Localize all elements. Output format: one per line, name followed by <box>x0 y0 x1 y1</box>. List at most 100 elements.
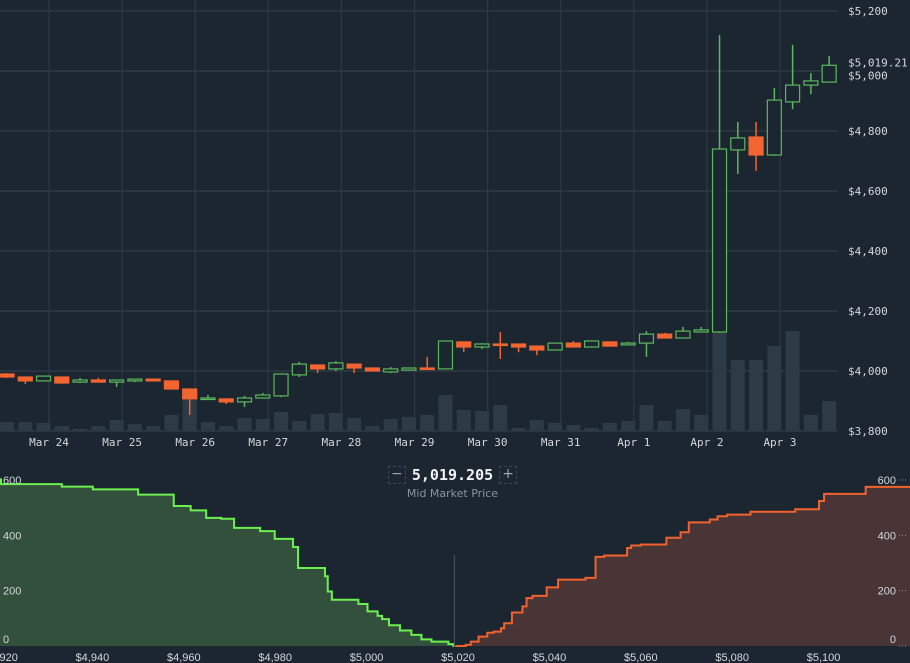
candle-up <box>620 342 636 346</box>
volume-bar <box>18 422 33 431</box>
depth-price-tick-label: $5,000 <box>350 652 384 663</box>
candle-down <box>529 345 545 351</box>
candle-up <box>200 397 216 401</box>
candle-up <box>711 148 728 333</box>
depth-size-tick-label-left: 400 <box>3 530 21 542</box>
candle-down <box>0 373 15 378</box>
volume-bar <box>657 421 672 431</box>
volume-bar <box>401 417 416 431</box>
depth-size-tick-label-right: 200 <box>878 586 896 598</box>
price-tick-label: $4,200 <box>848 305 888 318</box>
last-price-label: $5,019.21 <box>848 56 908 69</box>
date-tick-label: Apr 2 <box>690 436 723 449</box>
depth-price-tick-label: $5,060 <box>624 652 658 663</box>
candle-up <box>72 379 88 383</box>
candle-down <box>419 367 435 371</box>
volume-bar <box>420 415 435 431</box>
volume-bar <box>0 422 14 431</box>
date-tick-label: Mar 31 <box>541 436 581 449</box>
candle-down <box>218 398 234 403</box>
volume-bar <box>127 424 142 431</box>
candle-down <box>163 380 180 390</box>
volume-bar <box>292 421 307 431</box>
depth-price-tick-label: $5,080 <box>715 652 749 663</box>
candle-down <box>17 376 33 382</box>
depth-size-tick-label-right: 400 <box>878 530 896 542</box>
mid-market-price-panel: − 5,019.205 + Mid Market Price <box>380 466 525 500</box>
volume-bar <box>182 400 197 431</box>
candle-up <box>785 84 801 103</box>
candle-up <box>35 375 52 382</box>
depth-price-tick-label: $5,040 <box>533 652 567 663</box>
candle-up <box>675 330 691 339</box>
date-tick-label: Mar 29 <box>395 436 435 449</box>
price-tick-label: $5,200 <box>848 5 888 18</box>
volume-bar <box>200 422 215 431</box>
candle-up <box>127 378 143 382</box>
zoom-in-button[interactable]: + <box>499 466 518 484</box>
depth-price-tick-label: $4,920 <box>0 652 18 663</box>
mid-market-price-label: Mid Market Price <box>406 487 499 500</box>
volume-bar <box>730 360 745 431</box>
depth-size-tick-label-left: 200 <box>3 586 21 598</box>
depth-size-tick-label-left: 600 <box>3 475 21 487</box>
volume-bar <box>164 415 179 431</box>
volume-bar <box>365 426 380 431</box>
ask-depth-area <box>455 485 910 646</box>
price-tick-label: $5,000 <box>848 69 888 82</box>
volume-bar <box>255 419 270 431</box>
volume-bar <box>822 401 837 431</box>
candle-down <box>602 341 618 347</box>
date-tick-label: Mar 26 <box>175 436 215 449</box>
price-tick-label: $4,600 <box>848 185 888 198</box>
depth-price-tick-label: $5,100 <box>807 652 841 663</box>
volume-bar <box>694 415 709 431</box>
depth-price-tick-label: $4,940 <box>76 652 110 663</box>
bid-depth-line <box>0 478 455 647</box>
candle-up <box>474 343 490 348</box>
depth-size-tick-label-right: 0 <box>890 634 896 646</box>
volume-bar <box>383 419 398 431</box>
volume-bar <box>237 418 252 431</box>
volume-bar <box>219 426 234 431</box>
date-tick-label: Apr 3 <box>763 436 796 449</box>
candle-down <box>456 341 472 348</box>
volume-bar <box>749 360 764 431</box>
price-tick-label: $4,800 <box>848 125 888 138</box>
candle-up <box>693 329 709 333</box>
zoom-out-button[interactable]: − <box>387 466 406 484</box>
volume-bar <box>456 410 471 431</box>
volume-bar <box>639 405 654 431</box>
candle-up <box>328 362 344 370</box>
date-tick-label: Mar 24 <box>29 436 69 449</box>
volume-bar <box>475 411 490 431</box>
candle-up <box>273 373 289 397</box>
volume-bar <box>785 331 800 431</box>
candle-down <box>565 342 581 348</box>
volume-bar <box>566 425 581 431</box>
depth-price-tick-label: $4,960 <box>167 652 201 663</box>
depth-size-tick-label-left: 0 <box>3 634 9 646</box>
candle-up <box>547 342 563 351</box>
candle-down <box>492 343 508 347</box>
volume-bar <box>146 426 161 431</box>
price-tick-label: $3,800 <box>848 425 888 438</box>
date-tick-label: Apr 1 <box>617 436 650 449</box>
candle-down <box>309 364 326 370</box>
volume-bar <box>274 412 289 431</box>
volume-bar <box>310 414 325 431</box>
volume-bar <box>91 426 106 431</box>
date-tick-label: Mar 30 <box>468 436 508 449</box>
volume-bar <box>328 413 343 431</box>
candle-down <box>510 343 527 348</box>
volume-bar <box>767 346 782 431</box>
candle-down <box>657 333 673 339</box>
volume-bar <box>602 423 617 431</box>
candle-down <box>346 363 362 369</box>
volume-bar <box>511 428 526 431</box>
candle-up <box>821 64 837 83</box>
volume-bar <box>347 418 362 431</box>
volume-bar <box>438 395 453 431</box>
bid-depth-area <box>0 479 455 646</box>
